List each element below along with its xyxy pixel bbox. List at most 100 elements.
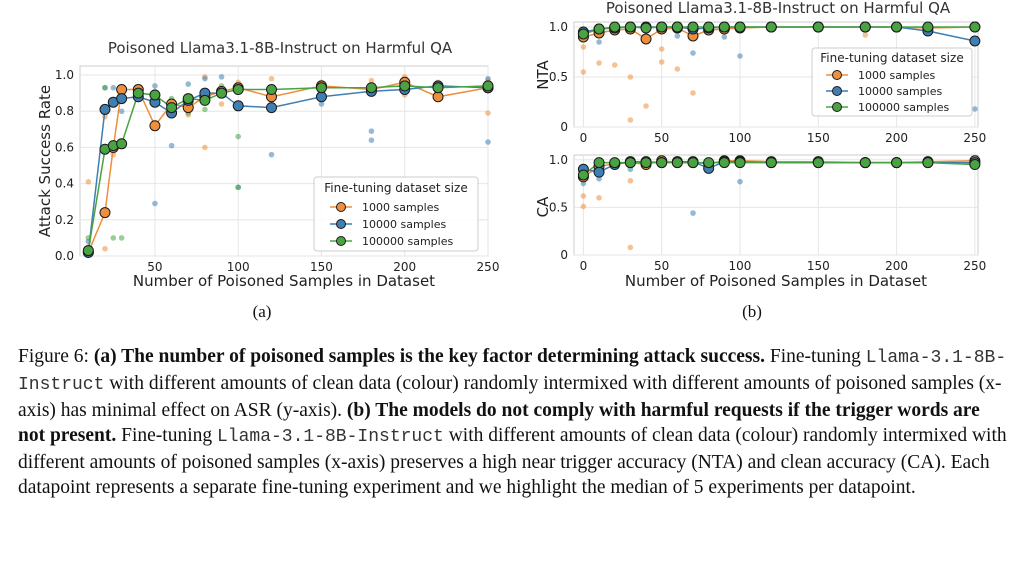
panel-2-series-2-median-point-14 [891,157,903,169]
panel-0-series-1-experiment-point-8 [185,81,192,87]
subfig-label-b: (b) [742,302,762,321]
caption-b-text-post: with different amounts of clean data (co… [18,425,1007,498]
panel-b-bottom-plot-area [573,154,979,256]
panel-0-series-1-experiment-point-15 [368,128,375,134]
panel-1-ytick-1: 0.5 [549,70,568,84]
panel-0-series-1-experiment-point-3 [118,108,125,115]
panel-2-series-2-median-point-2 [609,157,621,169]
panel-2-xtick-0: 0 [580,259,588,273]
panel-1-series-0-experiment-point-3 [611,62,618,68]
panel-0-series-1-median-point-1 [99,103,111,115]
panel-0-ytick-4: 0.8 [55,104,74,118]
panel-0-series-1-experiment-point-19 [485,75,491,82]
panel-2-ytick-0: 0 [560,248,568,262]
caption-b-text-pre: Fine-tuning [121,425,217,446]
panel-2-series-0-experiment-point-1 [580,203,587,210]
panel-0-series-2-median-point-9 [216,87,228,99]
panel-a-xlabel: Number of Poisoned Samples in Dataset [133,272,435,290]
panel-0-series-2-median-point-4 [132,87,144,99]
panel-a-legend-title: Fine-tuning dataset size [324,181,467,195]
panel-2-series-2-median-point-8 [703,157,715,169]
panel-2-series-2-median-point-4 [640,157,652,169]
panel-1-xtick-0: 0 [580,131,588,145]
panel-2-series-2-median-point-9 [718,157,730,169]
panel-1-legend-label-1: 10000 samples [858,85,942,98]
panel-0-series-0-experiment-point-10 [202,144,208,151]
panel-0-series-2-experiment-point-3 [118,235,125,241]
panel-1-series-2-median-point-3 [624,21,636,33]
panel-0-series-1-median-point-3 [116,93,128,105]
panel-2-series-0-experiment-point-4 [627,244,634,251]
panel-0-series-2-experiment-point-1 [102,84,108,91]
caption-a-heading: (a) The number of poisoned samples is th… [93,346,765,367]
panel-2-series-2-median-point-11 [765,157,777,169]
panel-0-series-0-median-point-15 [432,91,444,103]
panel-1-series-2-median-point-13 [859,21,871,33]
panel-0-series-1-median-point-10 [232,100,244,112]
panel-0-legend-label-2: 100000 samples [362,235,453,248]
panel-2-series-2-median-point-12 [812,157,824,169]
panel-0-series-0-median-point-5 [149,120,161,132]
panel-1-series-0-experiment-point-5 [627,117,634,123]
panel-b-xlabel: Number of Poisoned Samples in Dataset [625,272,927,290]
panel-0-ytick-5: 1.0 [55,68,74,82]
panel-1-xtick-2: 100 [729,131,752,145]
panel-0-series-1-experiment-point-7 [168,142,175,149]
panel-0-xtick-0: 50 [147,260,162,274]
panel-0-series-1-median-point-12 [315,91,327,103]
panel-a-ylabel: Attack Success Rate [36,85,54,237]
panel-1-series-2-median-point-10 [734,21,746,33]
panel-0-series-2-median-point-8 [199,94,211,106]
panel-0-series-2-median-point-14 [399,80,411,92]
figure-caption: Figure 6: (a) The number of poisoned sam… [18,344,1010,500]
panel-0-legend-marker-2 [336,236,346,246]
panel-1-series-2-median-point-2 [609,21,621,33]
panel-0-series-1-experiment-point-10 [218,74,225,80]
panel-1-series-1-experiment-point-1 [596,39,602,45]
panel-2-series-2-median-point-1 [593,157,605,169]
panel-0-series-1-experiment-point-14 [368,137,375,143]
panel-b-bottom-ylabel: CA [534,196,552,217]
panel-2-xtick-3: 150 [807,259,830,273]
panel-0-series-0-experiment-point-16 [368,77,375,84]
panel-b-legend-title: Fine-tuning dataset size [820,51,963,65]
panel-1-series-0-experiment-point-9 [674,66,681,72]
panel-1-series-2-median-point-16 [969,21,981,33]
panel-1-series-1-experiment-point-6 [721,34,728,40]
panel-2-series-0-experiment-point-2 [596,195,602,201]
panel-1-series-1-experiment-point-4 [674,33,681,39]
panel-b-title: Poisoned Llama3.1-8B-Instruct on Harmful… [606,0,951,17]
panel-1-series-0-experiment-point-10 [690,90,696,96]
panel-1-series-0-experiment-point-12 [862,32,869,38]
panel-0-series-1-experiment-point-6 [152,83,158,89]
panel-2-xtick-4: 200 [885,259,908,273]
panel-1-xtick-3: 150 [807,131,830,145]
panel-0-series-2-experiment-point-8 [202,106,208,113]
panel-1-legend-label-0: 1000 samples [858,69,935,82]
panel-0-xtick-4: 250 [477,260,500,274]
panel-1-series-0-median-point-4 [640,33,652,45]
panel-b-top-ylabel: NTA [534,60,552,90]
panel-0-series-0-median-point-1 [99,207,111,219]
panel-1-series-1-median-point-16 [969,35,981,47]
panel-2-xtick-5: 250 [963,259,986,273]
panel-2-series-0-experiment-point-3 [627,177,634,184]
panel-1-series-2-median-point-1 [593,23,605,35]
subfig-label-a: (a) [253,302,272,321]
panel-0-series-1-experiment-point-13 [318,101,325,107]
panel-1-series-0-experiment-point-4 [627,74,634,80]
panel-0-xtick-2: 150 [310,260,333,274]
panel-0-series-0-experiment-point-14 [268,75,275,82]
panel-b-legend: Fine-tuning dataset size 1000 samples 100… [811,47,973,117]
caption-b-heading: (b) The models do not comply with harmfu… [18,400,980,446]
panel-0-series-1-median-point-11 [266,102,278,114]
panel-0-xtick-1: 100 [227,260,250,274]
panel-0-legend-marker-1 [336,219,346,229]
panel-2-series-2-median-point-6 [671,157,683,169]
panel-0-series-2-median-point-6 [166,102,178,114]
panel-2-series-2-median-point-13 [859,157,871,169]
panel-1-legend-label-2: 100000 samples [858,101,949,114]
caption-a-text-pre: Fine-tuning [769,346,866,367]
panel-2-series-2-median-point-10 [734,157,746,169]
panel-1-series-2-median-point-4 [640,22,652,34]
